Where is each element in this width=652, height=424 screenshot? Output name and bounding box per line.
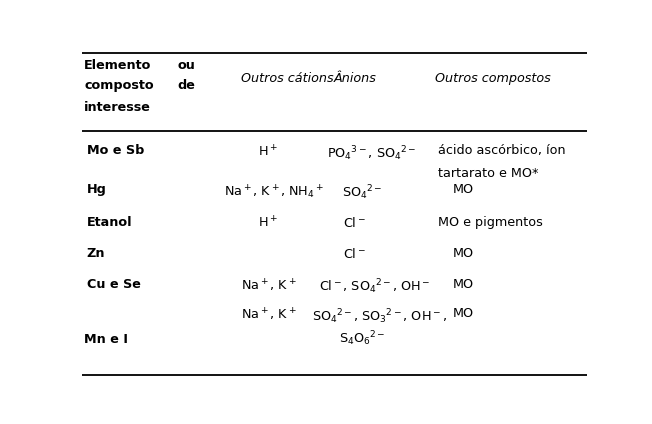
Text: Elemento: Elemento xyxy=(84,59,151,72)
Text: tartarato e MO*: tartarato e MO* xyxy=(437,167,539,180)
Text: Na$^+$, K$^+$: Na$^+$, K$^+$ xyxy=(241,307,296,324)
Text: Mo e Sb: Mo e Sb xyxy=(87,144,144,157)
Text: MO e pigmentos: MO e pigmentos xyxy=(437,216,542,229)
Text: composto: composto xyxy=(84,78,154,92)
Text: S$_4$O$_6$$^{2-}$: S$_4$O$_6$$^{2-}$ xyxy=(338,329,385,348)
Text: ou: ou xyxy=(177,59,196,72)
Text: H$^+$: H$^+$ xyxy=(258,216,278,231)
Text: de: de xyxy=(177,78,196,92)
Text: Outros cátions: Outros cátions xyxy=(241,72,333,85)
Text: interesse: interesse xyxy=(84,101,151,114)
Text: Ânions: Ânions xyxy=(334,72,377,85)
Text: MO: MO xyxy=(452,278,473,291)
Text: Etanol: Etanol xyxy=(87,216,132,229)
Text: Hg: Hg xyxy=(87,183,106,196)
Text: SO$_4$$^{2-}$, SO$_3$$^{2-}$, OH$^-$,: SO$_4$$^{2-}$, SO$_3$$^{2-}$, OH$^-$, xyxy=(312,307,447,326)
Text: Zn: Zn xyxy=(87,247,105,260)
Text: MO: MO xyxy=(452,183,473,196)
Text: SO$_4$$^{2-}$: SO$_4$$^{2-}$ xyxy=(342,183,382,202)
Text: Na$^+$, K$^+$: Na$^+$, K$^+$ xyxy=(241,278,296,294)
Text: Cl$^-$: Cl$^-$ xyxy=(343,247,366,261)
Text: Outros compostos: Outros compostos xyxy=(436,72,551,85)
Text: Cl$^-$: Cl$^-$ xyxy=(343,216,366,230)
Text: Cl$^-$, SO$_4$$^{2-}$, OH$^-$: Cl$^-$, SO$_4$$^{2-}$, OH$^-$ xyxy=(319,278,430,296)
Text: Mn e I: Mn e I xyxy=(84,333,128,346)
Text: PO$_4$$^{3-}$, SO$_4$$^{2-}$: PO$_4$$^{3-}$, SO$_4$$^{2-}$ xyxy=(327,144,417,163)
Text: MO: MO xyxy=(452,307,473,320)
Text: MO: MO xyxy=(452,247,473,260)
Text: Na$^+$, K$^+$, NH$_4$$^+$: Na$^+$, K$^+$, NH$_4$$^+$ xyxy=(224,183,323,201)
Text: ácido ascórbico, íon: ácido ascórbico, íon xyxy=(437,144,565,157)
Text: Cu e Se: Cu e Se xyxy=(87,278,140,291)
Text: H$^+$: H$^+$ xyxy=(258,144,278,159)
